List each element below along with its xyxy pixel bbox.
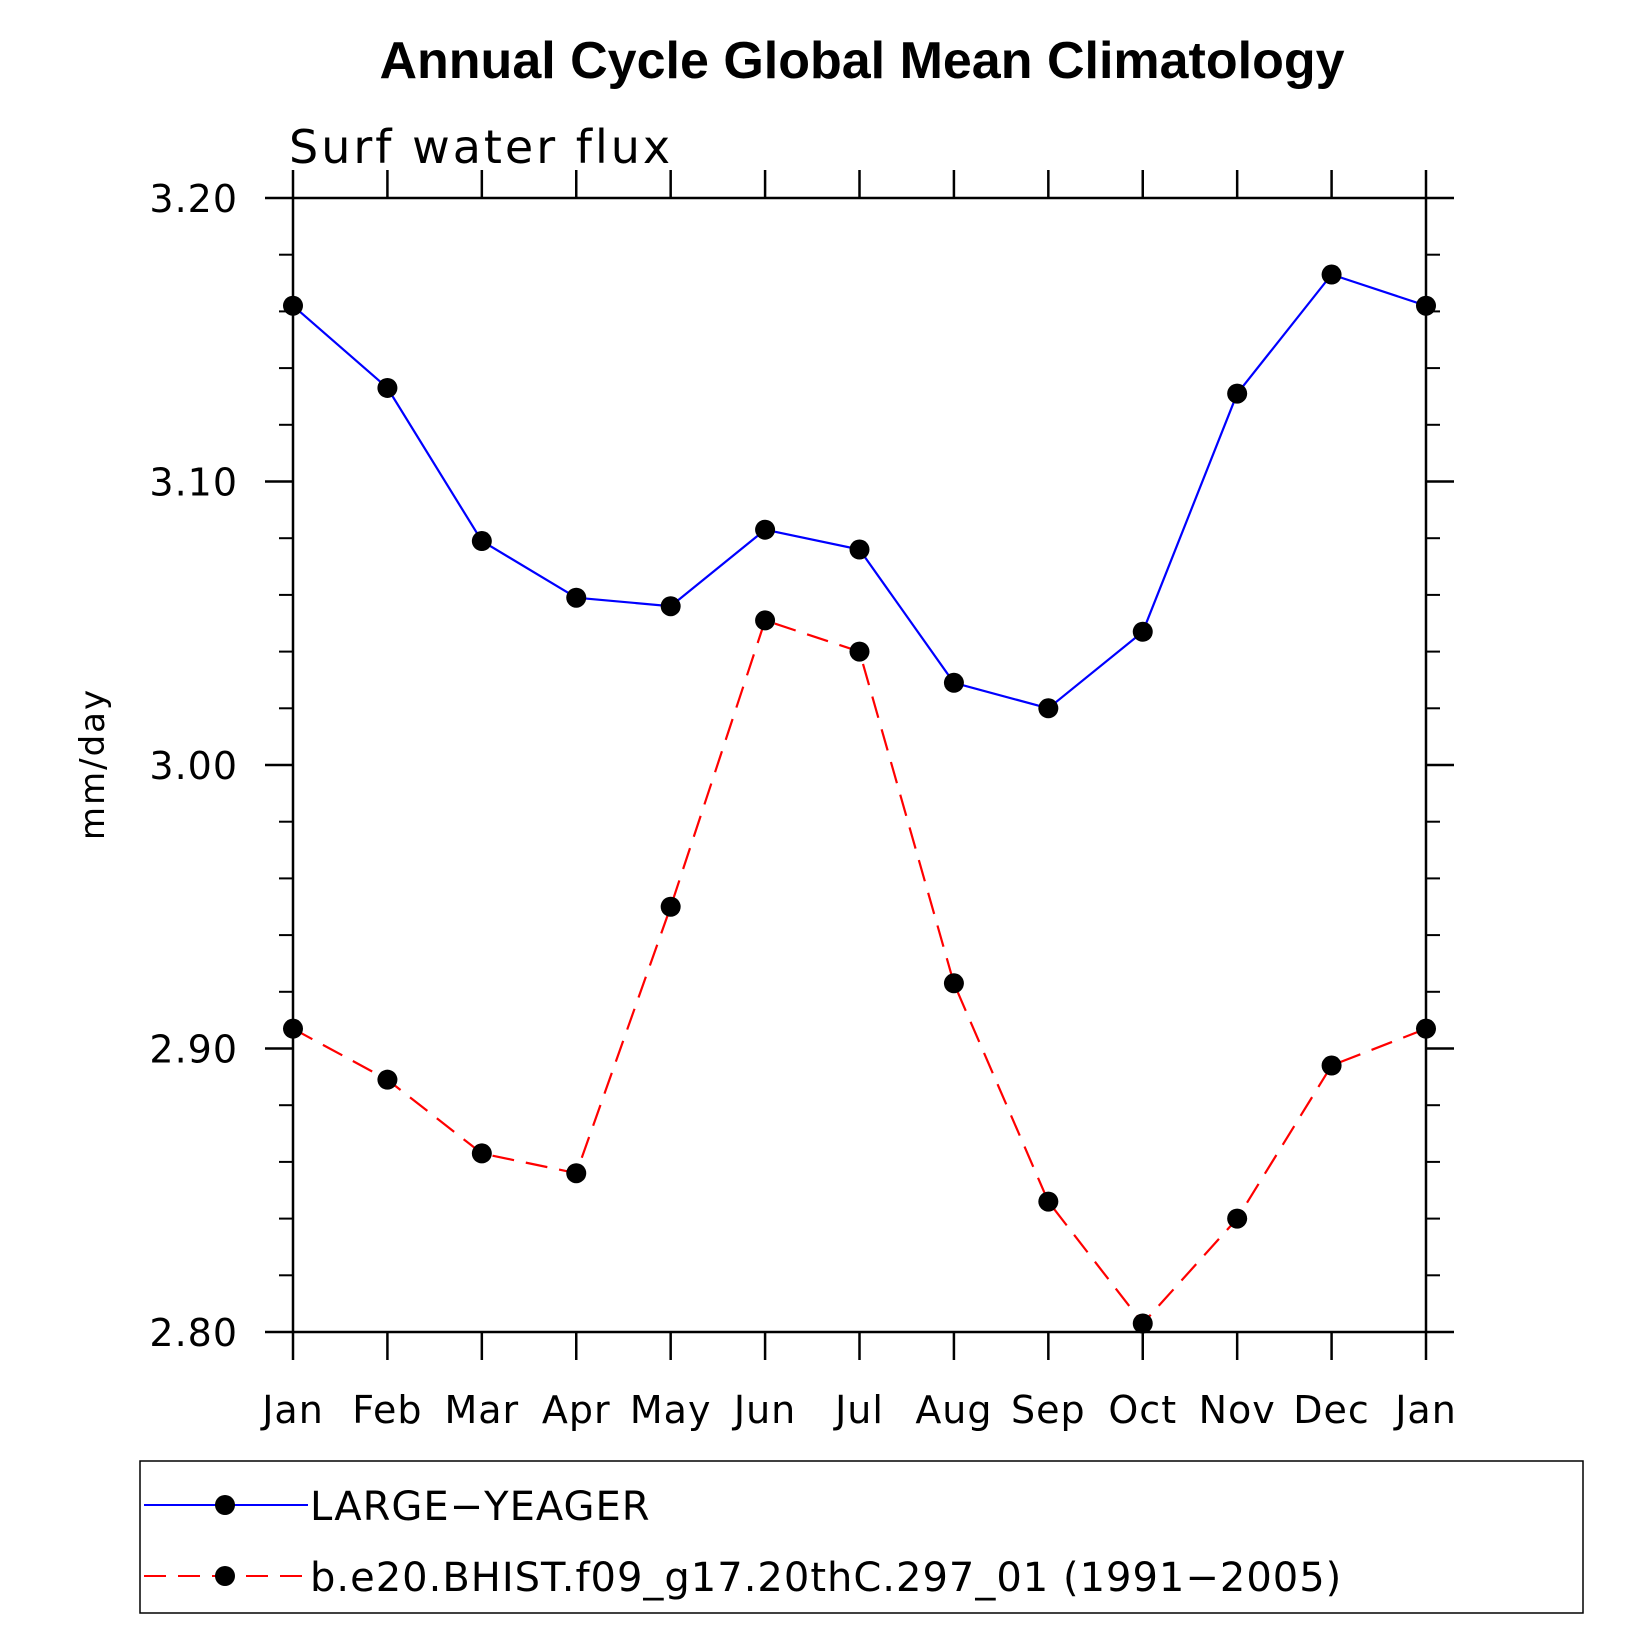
data-point <box>1227 1208 1248 1229</box>
x-tick-label: Jan <box>1393 1388 1457 1432</box>
data-point <box>943 672 964 693</box>
x-tick-label: Dec <box>1293 1388 1370 1432</box>
data-point <box>1132 1313 1153 1334</box>
x-tick-label: Aug <box>915 1388 992 1432</box>
data-point <box>471 531 492 552</box>
x-tick-label: Oct <box>1108 1388 1177 1432</box>
data-point <box>283 295 303 316</box>
axis-ticks <box>265 170 1454 1360</box>
data-point <box>566 1163 587 1184</box>
x-tick-label: Sep <box>1011 1388 1086 1432</box>
x-tick-label: May <box>630 1388 712 1432</box>
legend-label-bhist: b.e20.BHIST.f09_g17.20thC.297_01 (1991−2… <box>310 1555 1342 1601</box>
data-point <box>1038 1191 1059 1212</box>
data-point <box>943 973 964 994</box>
legend-marker-large-yeager <box>215 1495 235 1515</box>
x-tick-label: Mar <box>444 1388 519 1432</box>
data-point <box>471 1143 492 1164</box>
legend-box <box>139 1460 1584 1614</box>
data-point <box>849 539 870 560</box>
chart-subtitle: Surf water flux <box>289 120 673 174</box>
y-tick-label: 3.20 <box>149 177 238 221</box>
y-axis-label: mm/day <box>73 688 113 840</box>
data-point <box>1321 1055 1342 1076</box>
x-tick-label: Nov <box>1199 1388 1276 1432</box>
legend-label-large-yeager: LARGE−YEAGER <box>310 1484 651 1530</box>
chart-title: Annual Cycle Global Mean Climatology <box>379 32 1344 90</box>
data-point <box>377 1069 398 1090</box>
y-tick-label: 3.00 <box>149 744 238 788</box>
x-tick-label: Jan <box>260 1388 324 1432</box>
data-point <box>660 896 681 917</box>
data-point <box>1227 383 1248 404</box>
y-tick-label: 2.80 <box>149 1311 238 1355</box>
data-point <box>1416 1018 1436 1039</box>
data-point <box>755 610 776 631</box>
data-point <box>566 587 587 608</box>
data-point <box>849 641 870 662</box>
data-point <box>1038 698 1059 719</box>
x-tick-label: Feb <box>352 1388 422 1432</box>
x-tick-label: Jun <box>732 1388 796 1432</box>
series-layer <box>283 264 1436 1334</box>
x-tick-label: Jul <box>833 1388 884 1432</box>
data-point <box>283 1018 303 1039</box>
y-tick-labels: 3.20 3.10 3.00 2.90 2.80 <box>149 177 238 1355</box>
x-tick-labels: Jan Feb Mar Apr May Jun Jul Aug Sep Oct Nov Dec Jan <box>260 1388 1457 1432</box>
legend: LARGE−YEAGER b.e20.BHIST.f09_g17.20thC.2… <box>139 1460 1584 1614</box>
data-point <box>1132 621 1153 642</box>
y-tick-label: 3.10 <box>149 461 238 505</box>
y-tick-label: 2.90 <box>149 1028 238 1072</box>
data-point <box>1416 295 1436 316</box>
series-line-1 <box>292 619 1427 1326</box>
data-point <box>660 596 681 617</box>
x-tick-label: Apr <box>542 1388 611 1432</box>
data-point <box>377 377 398 398</box>
data-point <box>755 519 776 540</box>
data-point <box>1321 264 1342 285</box>
legend-marker-bhist <box>215 1566 235 1586</box>
